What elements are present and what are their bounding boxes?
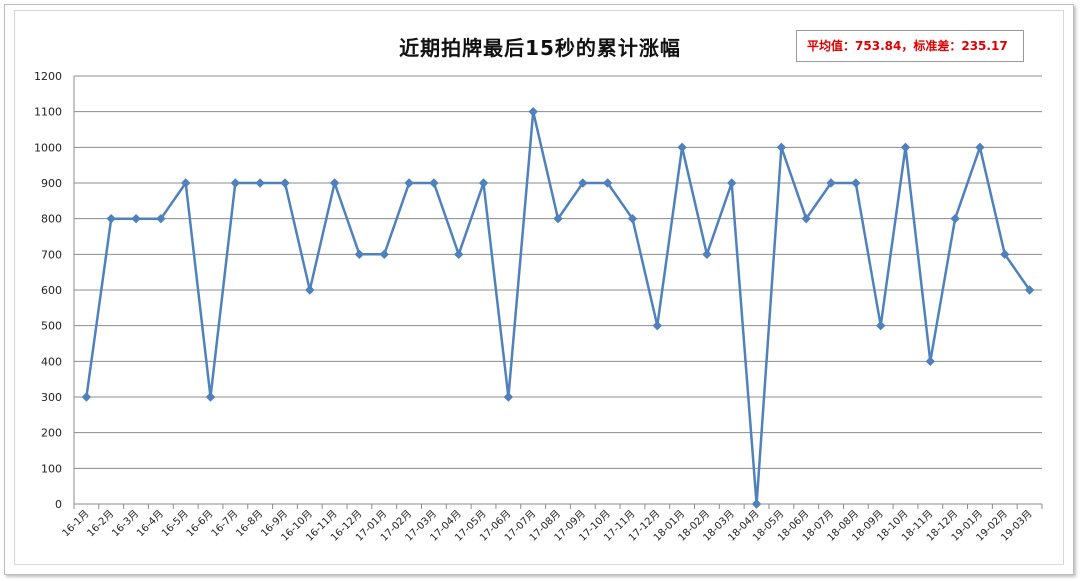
x-tick-label: 16-5月: [159, 508, 191, 540]
data-point: [205, 392, 216, 402]
data-point: [627, 213, 638, 224]
mean-value: 753.84: [855, 39, 902, 53]
data-point: [106, 213, 116, 224]
data-point: [280, 178, 290, 188]
data-point: [875, 320, 886, 331]
mean-label: 平均值：: [807, 39, 856, 53]
data-point: [329, 178, 340, 188]
y-tick-label: 600: [41, 284, 62, 297]
y-tick-label: 200: [41, 427, 62, 440]
y-tick-label: 0: [55, 498, 62, 511]
data-point: [404, 178, 414, 188]
std-label: 标准差：: [913, 39, 962, 53]
data-point: [528, 106, 538, 117]
data-point: [826, 178, 836, 188]
data-point: [81, 392, 92, 402]
data-point: [255, 178, 265, 188]
data-point: [478, 178, 489, 188]
y-tick-label: 100: [41, 462, 62, 475]
data-point: [851, 178, 861, 188]
y-tick-label: 1100: [34, 106, 62, 119]
data-point: [751, 499, 762, 509]
data-point: [131, 213, 141, 224]
data-point: [776, 142, 787, 153]
y-tick-label: 1200: [34, 70, 62, 83]
data-point: [677, 142, 687, 153]
y-tick-label: 500: [41, 320, 62, 333]
data-point: [1000, 249, 1010, 260]
y-tick-label: 300: [41, 391, 62, 404]
data-point: [950, 213, 960, 224]
data-point: [801, 213, 811, 224]
data-point: [727, 178, 737, 188]
y-tick-label: 1000: [34, 141, 62, 154]
x-tick-label: 16-4月: [134, 508, 166, 540]
x-tick-label: 16-8月: [234, 508, 266, 540]
y-tick-label: 400: [41, 355, 62, 368]
series-line: [85, 110, 1031, 506]
data-point: [156, 213, 166, 224]
data-point: [305, 285, 315, 295]
x-tick-label: 16-3月: [110, 508, 142, 540]
data-point: [180, 178, 191, 188]
x-tick-label: 16-7月: [209, 508, 241, 540]
data-point: [1024, 285, 1035, 295]
chart-panel: [14, 10, 1064, 565]
data-point: [900, 142, 911, 153]
y-tick-label: 800: [41, 213, 62, 226]
data-point: [925, 356, 936, 367]
stats-annotation-box: 平均值：753.84，标准差：235.17: [796, 30, 1024, 62]
data-point: [429, 178, 439, 188]
data-point: [503, 392, 514, 402]
data-point: [354, 249, 365, 260]
x-tick-label: 16-2月: [85, 508, 117, 540]
data-point: [652, 320, 662, 331]
data-point: [975, 142, 985, 153]
y-tick-label: 700: [41, 248, 62, 261]
chart-title: 近期拍牌最后15秒的累计涨幅: [399, 36, 681, 60]
data-point: [230, 178, 241, 188]
stats-separator: ，: [901, 39, 914, 53]
data-point: [578, 178, 588, 188]
data-point: [702, 249, 712, 260]
data-point: [379, 249, 389, 260]
data-point: [553, 213, 563, 224]
x-tick-label: 16-1月: [60, 508, 92, 540]
y-tick-label: 900: [41, 177, 62, 190]
data-point: [454, 249, 464, 260]
data-point: [602, 178, 613, 188]
x-tick-label: 16-6月: [184, 508, 216, 540]
std-value: 235.17: [961, 39, 1008, 53]
